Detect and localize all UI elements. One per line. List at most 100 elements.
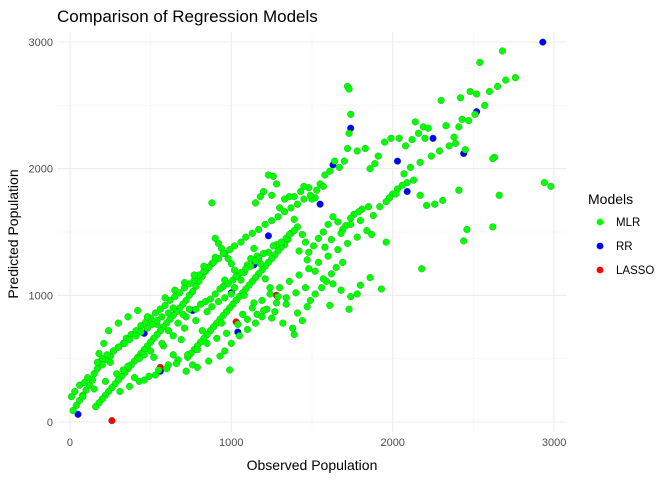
point-mlr: [345, 129, 353, 137]
point-mlr: [211, 290, 219, 298]
point-mlr: [455, 123, 463, 131]
point-mlr: [169, 304, 177, 312]
point-mlr: [319, 182, 327, 190]
point-mlr: [303, 303, 311, 311]
point-mlr: [411, 118, 419, 126]
point-mlr: [180, 324, 189, 332]
point-mlr: [134, 306, 142, 315]
point-mlr: [458, 115, 466, 123]
point-mlr: [132, 332, 140, 340]
legend-key-mlr: [596, 218, 604, 226]
point-mlr: [481, 101, 489, 109]
point-mlr: [303, 256, 311, 264]
point-mlr: [114, 343, 122, 351]
point-mlr: [208, 303, 216, 311]
point-mlr: [235, 332, 243, 340]
point-mlr: [502, 76, 510, 84]
point-mlr: [340, 157, 348, 165]
point-mlr: [101, 377, 109, 385]
point-mlr: [442, 122, 450, 130]
point-mlr: [347, 110, 355, 118]
point-mlr: [306, 191, 314, 199]
point-mlr: [381, 138, 389, 146]
point-mlr: [332, 263, 340, 271]
point-mlr: [137, 328, 145, 336]
point-mlr: [363, 227, 371, 235]
legend-label-mlr: MLR: [616, 217, 640, 229]
point-mlr: [387, 134, 395, 142]
point-mlr: [169, 332, 177, 340]
point-mlr: [400, 170, 408, 178]
point-mlr: [547, 182, 555, 190]
point-mlr: [295, 271, 303, 279]
point-mlr: [327, 236, 335, 244]
point-mlr: [456, 94, 465, 102]
point-mlr: [211, 234, 219, 242]
point-mlr: [450, 133, 458, 141]
point-mlr: [242, 233, 250, 241]
point-mlr: [72, 401, 80, 409]
point-mlr: [227, 260, 235, 268]
point-mlr: [306, 296, 314, 304]
point-mlr: [98, 355, 106, 363]
point-mlr: [161, 301, 169, 309]
point-mlr: [311, 290, 319, 298]
point-mlr: [282, 300, 290, 308]
point-mlr: [321, 243, 329, 251]
point-mlr: [395, 134, 403, 142]
x-tick-label: 0: [67, 437, 73, 449]
point-mlr: [376, 203, 384, 211]
point-mlr: [345, 305, 353, 313]
point-mlr: [274, 213, 282, 221]
point-mlr: [277, 238, 285, 246]
y-axis-tick-labels: 0 1000 2000 3000: [29, 37, 53, 429]
point-mlr: [103, 351, 111, 359]
point-mlr: [106, 358, 114, 366]
point-mlr: [109, 347, 118, 355]
point-mlr: [476, 58, 484, 66]
point-mlr: [248, 229, 256, 237]
point-mlr: [242, 265, 250, 273]
point-rr: [316, 200, 324, 208]
point-mlr: [161, 294, 169, 302]
point-mlr: [221, 347, 229, 355]
point-mlr: [90, 385, 98, 393]
data-points: [67, 38, 555, 425]
point-mlr: [410, 176, 418, 184]
point-mlr: [192, 317, 200, 325]
point-mlr: [289, 324, 297, 332]
point-mlr: [135, 355, 143, 363]
point-mlr: [452, 139, 460, 147]
point-mlr: [269, 242, 277, 250]
point-mlr: [297, 187, 305, 196]
point-mlr: [155, 366, 163, 374]
point-mlr: [224, 255, 232, 263]
point-mlr: [343, 144, 352, 153]
point-mlr: [79, 393, 87, 401]
point-mlr: [105, 327, 113, 335]
point-mlr: [192, 305, 200, 313]
point-mlr: [197, 300, 205, 308]
point-mlr: [290, 330, 298, 339]
point-mlr: [353, 290, 361, 298]
point-mlr: [473, 90, 481, 98]
point-mlr: [243, 315, 251, 323]
point-mlr: [489, 223, 497, 231]
point-mlr: [240, 291, 248, 299]
point-mlr: [318, 284, 326, 292]
point-mlr: [151, 309, 159, 317]
point-mlr: [216, 285, 224, 293]
point-mlr: [356, 217, 364, 225]
point-mlr: [185, 291, 193, 299]
point-mlr: [494, 82, 502, 90]
point-mlr: [205, 357, 213, 365]
point-mlr: [445, 142, 453, 150]
point-mlr: [356, 281, 364, 289]
point-mlr: [402, 142, 410, 150]
point-mlr: [331, 157, 339, 165]
point-mlr: [147, 347, 155, 355]
point-mlr: [126, 382, 134, 390]
point-mlr: [250, 299, 258, 307]
point-mlr: [193, 363, 201, 371]
point-mlr: [305, 265, 313, 273]
